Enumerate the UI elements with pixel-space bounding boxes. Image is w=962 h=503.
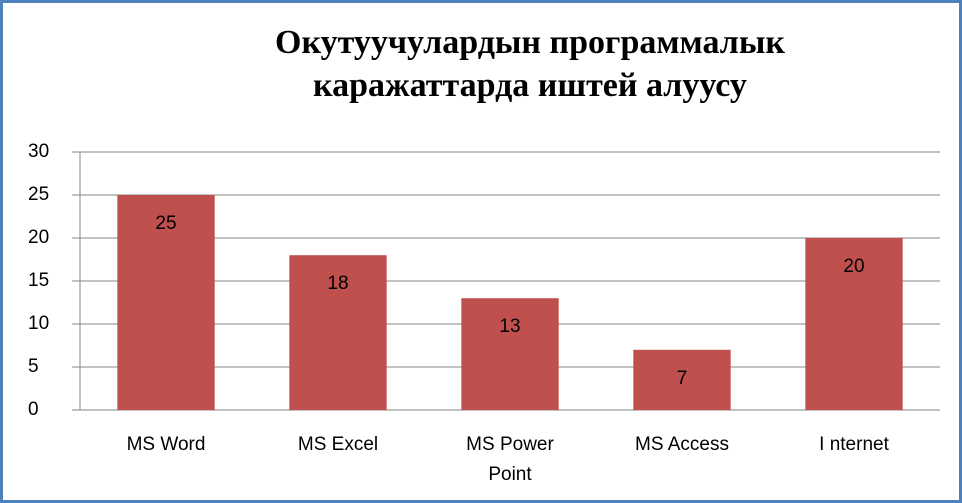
x-tick-label: I nternet xyxy=(819,434,889,455)
x-tick-label: MS Access xyxy=(635,434,729,455)
data-label: 18 xyxy=(327,273,348,294)
x-tick-label: MS Word xyxy=(127,434,206,455)
data-label: 20 xyxy=(843,256,864,277)
data-label: 13 xyxy=(499,316,520,337)
bar xyxy=(289,255,387,410)
y-tick-label: 10 xyxy=(28,313,49,334)
chart-title: Окутуучулардын программалык каражаттарда … xyxy=(275,24,785,104)
y-tick-label: 25 xyxy=(28,184,49,205)
data-label: 7 xyxy=(677,368,688,389)
y-tick-label: 30 xyxy=(28,141,49,162)
y-tick-label: 5 xyxy=(28,356,39,377)
bar xyxy=(117,195,215,410)
x-tick-label: MS Power Point xyxy=(466,434,554,485)
y-tick-label: 20 xyxy=(28,227,49,248)
x-tick-label: MS Excel xyxy=(298,434,378,455)
bar xyxy=(461,298,559,410)
bar xyxy=(633,349,731,410)
data-label: 25 xyxy=(155,213,176,234)
y-tick-label: 0 xyxy=(28,399,39,420)
y-tick-label: 15 xyxy=(28,270,49,291)
bar xyxy=(805,238,903,410)
